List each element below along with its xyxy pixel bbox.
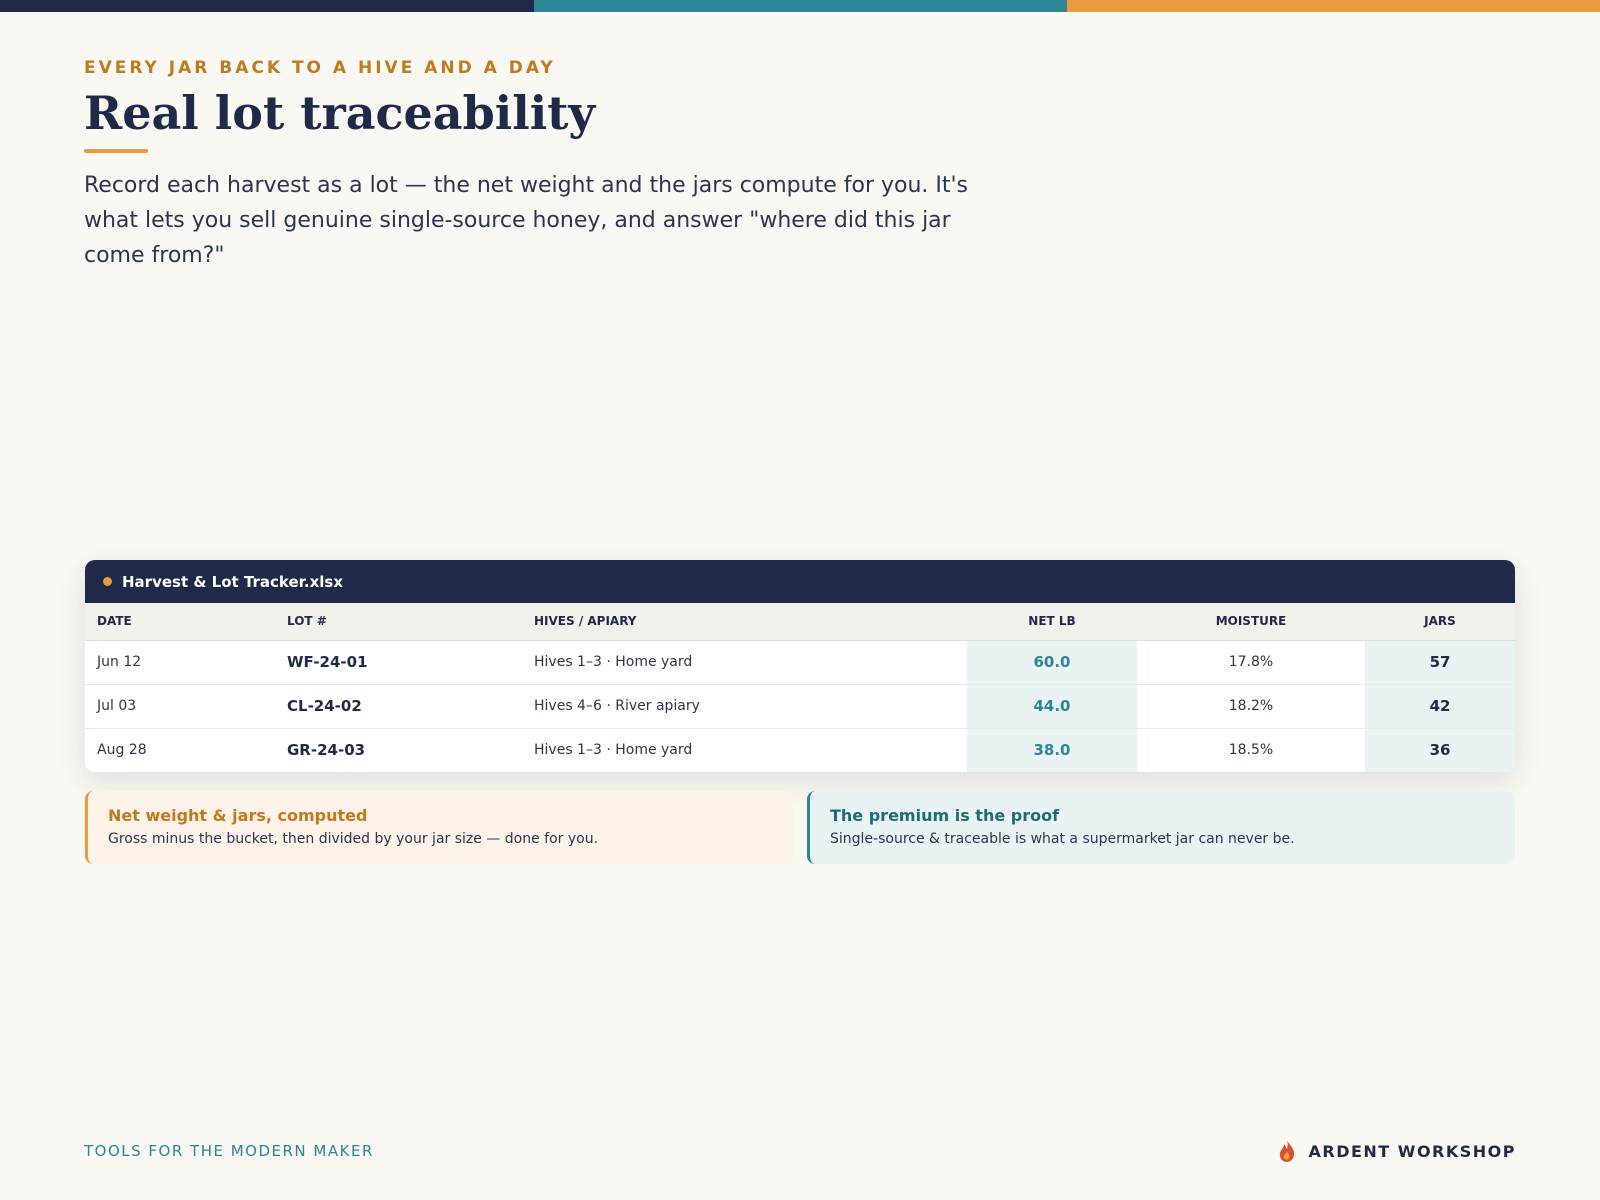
accent-bar bbox=[534, 0, 1068, 12]
table-cell: 42 bbox=[1365, 684, 1515, 729]
title: Real lot traceability bbox=[84, 86, 596, 140]
eyebrow: EVERY JAR BACK TO A HIVE AND A DAY bbox=[84, 58, 556, 78]
table-row: Jul 03 CL-24-02 Hives 4–6 · River apiary 44… bbox=[85, 684, 1515, 729]
table-cell: 18.5% bbox=[1228, 742, 1274, 759]
status-dot bbox=[103, 577, 112, 586]
card-header: Harvest & Lot Tracker.xlsx bbox=[85, 560, 1515, 603]
callout-title: Net weight & jars, computed bbox=[108, 806, 368, 825]
accent-bar bbox=[0, 0, 534, 12]
table-cell: Hives 1–3 · Home yard bbox=[534, 742, 693, 759]
table-cell: 44.0 bbox=[967, 684, 1137, 729]
column-header: MOISTURE bbox=[1137, 603, 1365, 641]
table-body: Jun 12 WF-24-01 Hives 1–3 · Home yard 60.0 1… bbox=[85, 640, 1515, 772]
table-row: Jun 12 WF-24-01 Hives 1–3 · Home yard 60.0 1… bbox=[85, 640, 1515, 685]
column-header: JARS bbox=[1365, 603, 1515, 641]
callout-text: Single-source & traceable is what a supe… bbox=[830, 831, 1295, 847]
table-cell: GR-24-03 bbox=[287, 741, 366, 760]
table-cell: Aug 28 bbox=[97, 742, 147, 759]
callout-text: Gross minus the bucket, then divided by … bbox=[108, 831, 599, 847]
column-header: NET LB bbox=[967, 603, 1137, 641]
brand: ARDENT WORKSHOP bbox=[1277, 1139, 1517, 1163]
filename: Harvest & Lot Tracker.xlsx bbox=[122, 572, 344, 591]
table-cell: 36 bbox=[1365, 728, 1515, 772]
brand-logo bbox=[1279, 1140, 1294, 1162]
table-cell: 57 bbox=[1365, 640, 1515, 685]
header-row: DATE LOT # HIVES / APIARY NET LB MOISTURE JAR… bbox=[85, 603, 1515, 641]
callout-title: The premium is the proof bbox=[830, 806, 1060, 825]
table-cell: 18.2% bbox=[1137, 684, 1365, 729]
table-cell: 38.0 bbox=[967, 728, 1137, 772]
title-underline bbox=[84, 149, 148, 153]
table-row: Aug 28 GR-24-03 Hives 1–3 · Home yard 38.0 1… bbox=[85, 728, 1515, 772]
body-text: Record each harvest as a lot — the net w… bbox=[84, 173, 969, 268]
table-cell: Hives 1–3 · Home yard bbox=[522, 640, 967, 685]
tagline: TOOLS FOR THE MODERN MAKER bbox=[84, 1142, 374, 1160]
brand-name: ARDENT WORKSHOP bbox=[1308, 1141, 1516, 1161]
spreadsheet-card: Harvest & Lot Tracker.xlsx DATE LOT # HIVE… bbox=[85, 560, 1515, 772]
table-cell: 17.8% bbox=[1137, 640, 1365, 685]
column-header: HIVES / APIARY bbox=[522, 603, 967, 641]
table-cell: Jun 12 bbox=[85, 640, 275, 685]
table-cell: 60.0 bbox=[967, 640, 1137, 685]
table-cell: WF-24-01 bbox=[275, 640, 522, 685]
table-cell: Hives 4–6 · River apiary bbox=[522, 684, 967, 729]
accent-bar bbox=[1067, 0, 1600, 12]
lot-table: DATE LOT # HIVES / APIARY NET LB MOISTURE JAR… bbox=[85, 603, 1515, 772]
column-header: LOT # bbox=[275, 603, 522, 641]
table-cell: CL-24-02 bbox=[275, 684, 522, 729]
column-header: DATE bbox=[85, 603, 275, 641]
callout: Net weight & jars, computed Gross minus … bbox=[85, 791, 793, 864]
callout: The premium is the proof Single-source &… bbox=[807, 791, 1515, 864]
table-cell: Jul 03 bbox=[85, 684, 275, 729]
